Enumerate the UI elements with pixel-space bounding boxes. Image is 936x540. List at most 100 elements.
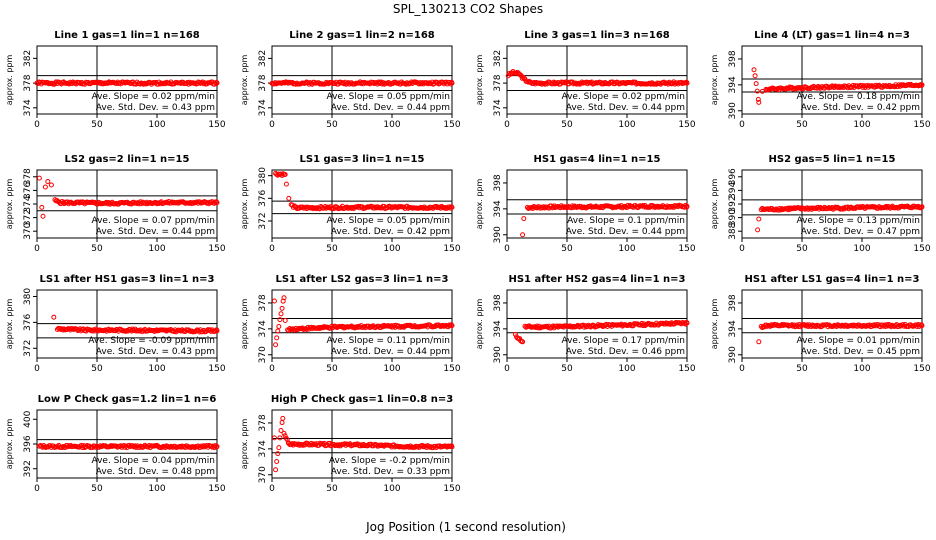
data-point — [684, 203, 690, 209]
slope-annotation: Ave. Slope = 0.17 ppm/min — [561, 336, 685, 346]
chart-panel: Low P Check gas=1.2 lin=1 n=6 0 50 100 150 39… — [5, 394, 226, 494]
data-point — [684, 80, 690, 86]
data-point — [127, 80, 133, 86]
chart-panel: Line 2 gas=1 lin=2 n=168 0 50 100 150 374 378 3… — [240, 30, 461, 130]
y-axis-label: approx. ppm — [240, 419, 249, 470]
data-point — [538, 80, 544, 86]
y-tick-label: 394 — [493, 200, 503, 217]
x-tick-label: 150 — [208, 364, 225, 374]
y-tick-label: 378 — [23, 74, 33, 91]
data-point — [271, 298, 277, 304]
y-tick-label: 378 — [493, 74, 503, 91]
x-tick-label: 150 — [678, 244, 695, 254]
slope-annotation: Ave. Slope = 0.02 ppm/min — [561, 92, 685, 102]
x-tick-label: 0 — [34, 484, 40, 494]
y-tick-label: 374 — [23, 99, 33, 116]
data-point — [275, 451, 281, 457]
y-tick-label: 394 — [493, 320, 503, 337]
data-point — [64, 443, 70, 449]
x-tick-label: 100 — [853, 244, 870, 254]
stddev-annotation: Ave. Std. Dev. = 0.33 ppm — [331, 467, 450, 477]
stddev-annotation: Ave. Std. Dev. = 0.43 ppm — [96, 347, 215, 357]
data-point — [169, 199, 175, 205]
data-point — [752, 73, 758, 79]
x-tick-label: 0 — [269, 484, 275, 494]
data-point — [449, 323, 455, 329]
data-point — [751, 67, 757, 73]
x-tick-label: 0 — [34, 364, 40, 374]
panel-title: Line 1 gas=1 lin=1 n=168 — [54, 30, 200, 41]
y-tick-label: 376 — [258, 189, 268, 206]
x-tick-label: 50 — [326, 244, 338, 254]
data-point — [48, 182, 54, 188]
panel-title: Line 4 (LT) gas=1 lin=4 n=3 — [754, 30, 910, 41]
y-tick-label: 378 — [23, 168, 33, 185]
slope-annotation: Ave. Slope = 0.05 ppm/min — [326, 92, 450, 102]
y-axis-label: approx. ppm — [240, 55, 249, 106]
x-tick-label: 0 — [504, 364, 510, 374]
data-point — [297, 442, 303, 448]
x-tick-label: 100 — [853, 364, 870, 374]
x-tick-label: 50 — [796, 120, 808, 130]
y-tick-label: 398 — [728, 294, 738, 311]
panel-grid: Line 1 gas=1 lin=1 n=168 0 50 100 150 374 378 3… — [5, 30, 931, 494]
slope-annotation: Ave. Slope = 0.1 ppm/min — [567, 216, 685, 226]
y-tick-label: 398 — [493, 294, 503, 311]
stddev-annotation: Ave. Std. Dev. = 0.45 ppm — [801, 347, 920, 357]
data-point — [825, 206, 831, 212]
chart-panel: LS2 gas=2 lin=1 n=150 50 100 15037037237437… — [5, 154, 226, 254]
panel-title: HS1 after HS2 gas=4 lin=1 n=3 — [508, 274, 685, 285]
data-point — [276, 445, 282, 451]
x-tick-label: 0 — [504, 120, 510, 130]
data-point — [214, 200, 220, 206]
chart-panel: HS1 gas=4 lin=1 n=15 0 50 100 150 390 394 398 ap… — [475, 154, 696, 254]
data-point — [286, 195, 292, 201]
stddev-annotation: Ave. Std. Dev. = 0.44 ppm — [331, 103, 450, 113]
x-tick-label: 150 — [678, 120, 695, 130]
x-tick-label: 0 — [269, 120, 275, 130]
chart-panel: Line 1 gas=1 lin=1 n=168 0 50 100 150 374 378 3… — [5, 30, 226, 130]
data-point — [36, 175, 42, 181]
chart-panel: HS1 after HS2 gas=4 lin=1 n=3 0 50 100 150 39… — [475, 274, 696, 374]
data-point — [59, 444, 65, 450]
y-tick-label: 394 — [728, 76, 738, 93]
data-point — [300, 442, 306, 448]
data-point — [92, 443, 98, 449]
data-point — [271, 435, 277, 441]
y-tick-label: 374 — [23, 195, 33, 212]
data-point — [309, 204, 315, 210]
y-tick-label: 388 — [728, 222, 738, 239]
y-tick-label: 382 — [493, 50, 503, 67]
y-tick-label: 398 — [728, 50, 738, 67]
data-point — [332, 81, 338, 87]
data-point — [296, 441, 302, 447]
x-tick-label: 150 — [443, 484, 460, 494]
data-point — [520, 232, 526, 238]
data-point — [517, 72, 523, 78]
data-point — [440, 322, 446, 328]
x-tick-label: 100 — [383, 120, 400, 130]
x-tick-label: 150 — [208, 484, 225, 494]
data-point — [276, 324, 282, 330]
x-tick-label: 0 — [504, 244, 510, 254]
y-tick-label: 378 — [258, 294, 268, 311]
y-tick-label: 394 — [728, 182, 738, 199]
x-tick-label: 150 — [913, 120, 930, 130]
data-point — [423, 443, 429, 449]
y-tick-label: 376 — [23, 314, 33, 331]
data-point — [93, 444, 99, 450]
data-point — [415, 443, 421, 449]
data-point — [157, 81, 163, 87]
data-point — [214, 328, 220, 334]
x-tick-label: 100 — [618, 364, 635, 374]
y-tick-label: 374 — [258, 99, 268, 116]
stddev-annotation: Ave. Std. Dev. = 0.44 ppm — [566, 227, 685, 237]
data-point — [667, 204, 673, 210]
data-point — [754, 88, 760, 94]
x-tick-label: 100 — [853, 120, 870, 130]
chart-panel: Line 3 gas=1 lin=3 n=168 0 50 100 150 374 378 3… — [475, 30, 696, 130]
data-point — [772, 207, 778, 213]
y-tick-label: 390 — [728, 102, 738, 119]
y-tick-label: 390 — [493, 226, 503, 243]
